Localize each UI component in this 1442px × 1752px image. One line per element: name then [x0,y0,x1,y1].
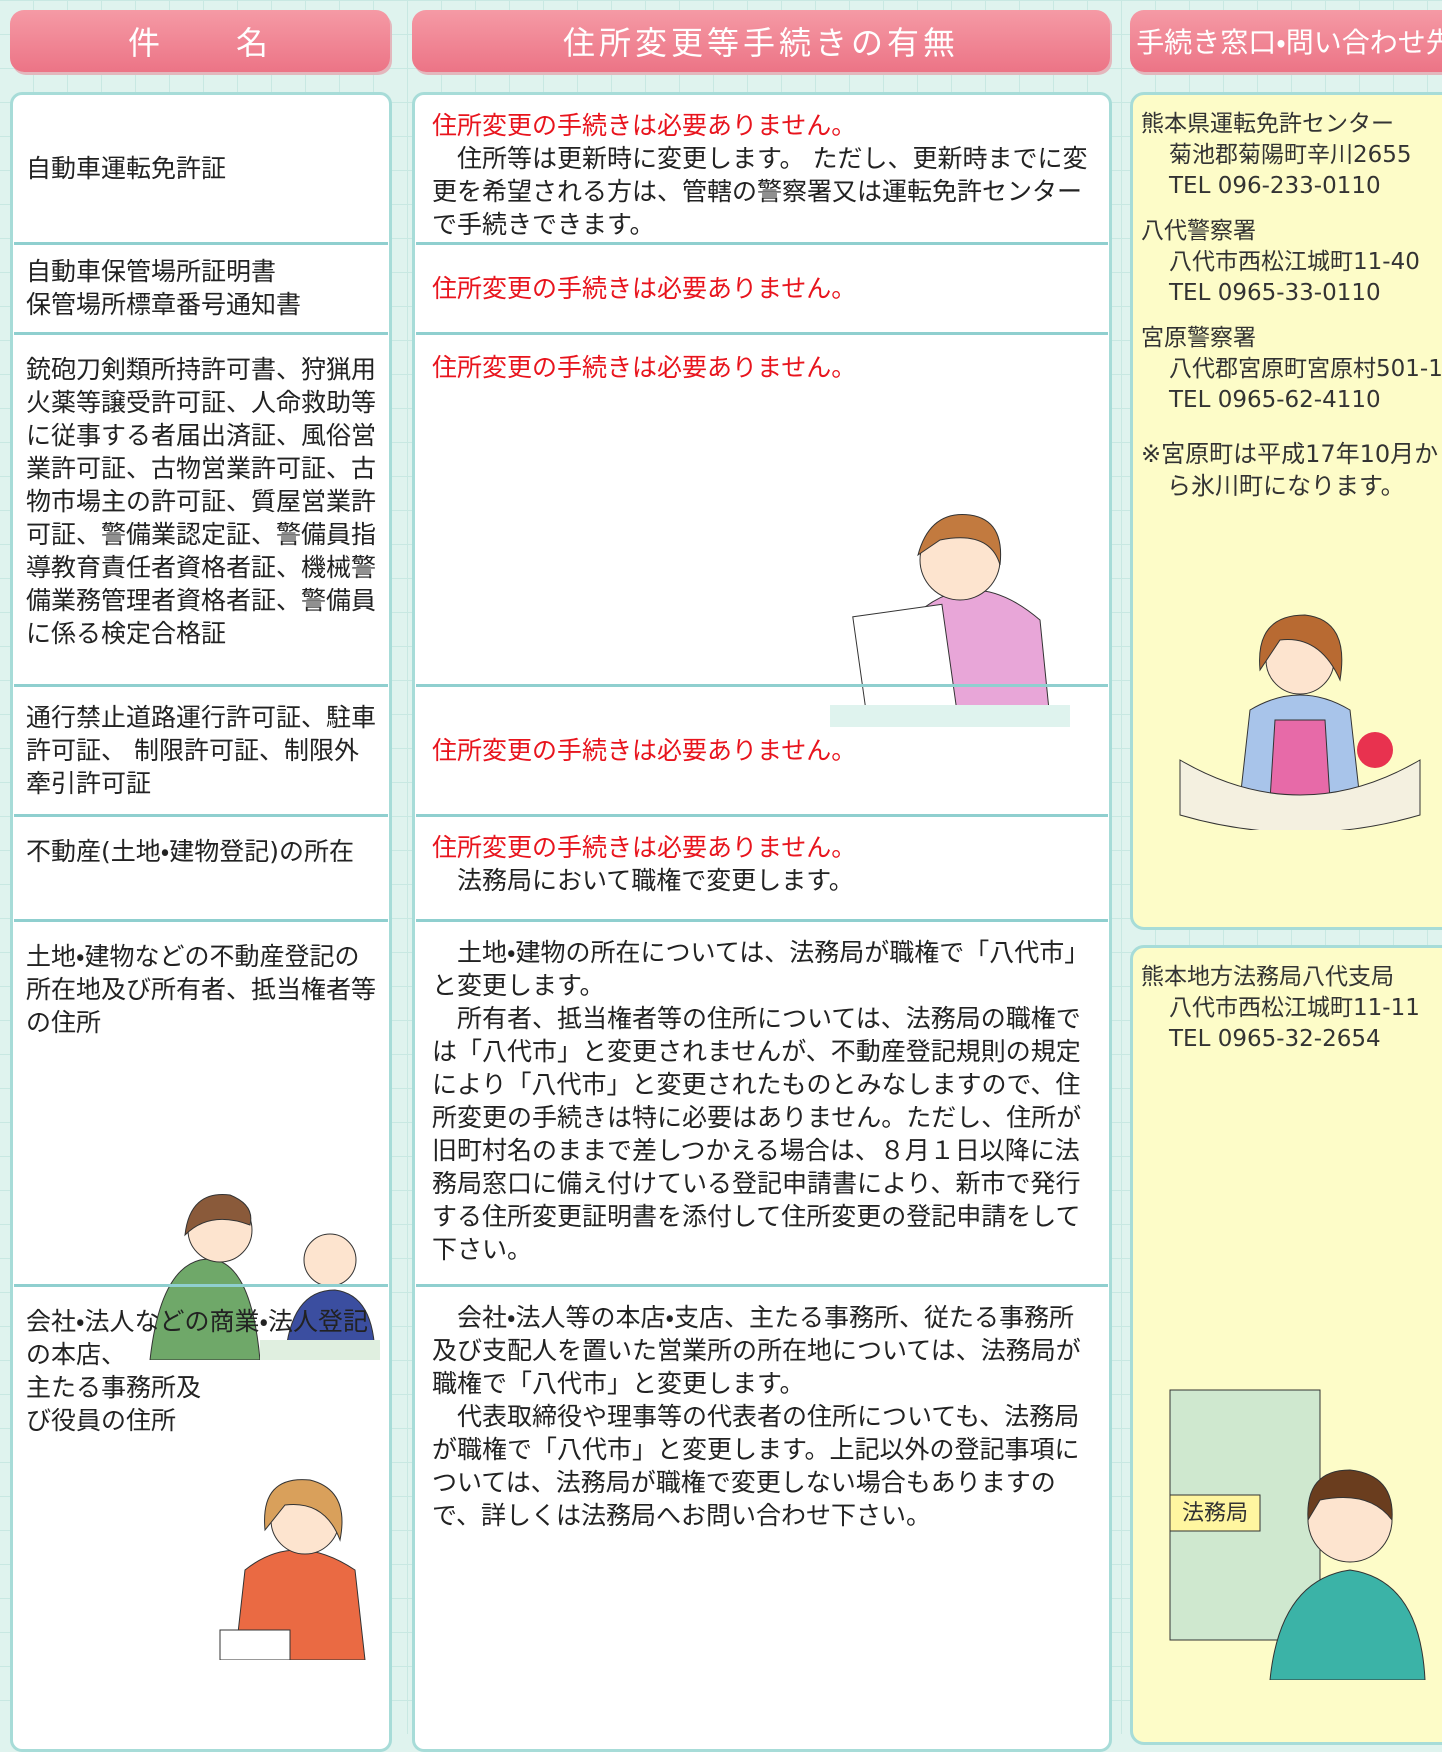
detail-lead: 住所変更の手続きは必要ありません。 [432,273,857,303]
detail-lead: 住所変更の手続きは必要ありません。 [432,735,857,765]
row-divider [416,814,1108,817]
row-divider [14,919,388,922]
detail-lead: 住所変更の手続きは必要ありません。 [432,111,857,140]
contact-name: 熊本地方法務局八代支局 [1141,964,1394,990]
row-divider [416,242,1108,245]
detail-paragraph: 法務局において職権で変更します。 [457,866,854,895]
contact-name: 宮原警察署 [1141,325,1256,351]
header: 手続き窓口・問い合わせ先 [1130,10,1442,72]
detail-cell: 住所変更の手続きは必要ありません。 [432,335,1096,683]
detail-cell: 住所変更の手続きは必要ありません。住所等は更新時に変更します。 ただし、更新時ま… [432,109,1096,255]
illustration-writer [830,514,1070,727]
subject-cell: 自動車運転免許証 [26,153,227,183]
subject-cell: 会社・法人などの商業・法人登記の本店、 主たる事務所及 び役員の住所 [26,1307,369,1435]
row-divider [416,919,1108,922]
row-divider [14,814,388,817]
contact-entry: 熊本地方法務局八代支局八代市西松江城町11-11 TEL 0965-32-2654 [1141,962,1442,1055]
contact-tel: TEL 096-233-0110 [1169,173,1381,199]
detail-lead: 住所変更の手続きは必要ありません。 [432,353,857,382]
subject-cell: 銃砲刀剣類所持許可書、狩猟用火薬等譲受許可証、人命救助等に従事する者届出済証、風… [26,355,377,648]
row-divider [14,684,388,687]
illustration-legal-office: 法務局 [1169,1389,1426,1680]
contact-tel: TEL 0965-62-4110 [1169,387,1381,413]
header: 件 名 [10,10,390,72]
detail-paragraph: 会社・法人等の本店・支店、主たる事務所、従たる事務所及び支配人を置いた営業所の所… [432,1303,1081,1398]
subject-cell: 土地・建物などの不動産登記の所在地及び所有者、抵当権者等の住所 [26,942,377,1037]
detail-paragraph: 所有者、抵当権者等の住所については、法務局の職権では「八代市」と変更されませんが… [432,1004,1082,1264]
contact-tel: TEL 0965-33-0110 [1169,280,1381,306]
contact-address: 八代市西松江城町11-11 [1169,995,1420,1021]
contact-address: 八代市西松江城町11-40 [1169,249,1420,275]
subject-column [10,92,392,1752]
detail-cell: 住所変更の手続きは必要ありません。 [432,687,1096,813]
detail-paragraph: 住所等は更新時に変更します。 ただし、更新時までに変更を希望される方は、管轄の警… [432,144,1088,239]
sign-text: 法務局 [1182,1501,1248,1526]
row-divider [14,332,388,335]
contact-entry: 熊本県運転免許センター菊池郡菊陽町辛川2655 TEL 096-233-0110 [1141,109,1442,202]
row-divider [14,1284,388,1287]
row-divider [416,1284,1108,1287]
contact-address: 八代郡宮原町宮原村501-1 [1169,356,1442,382]
subject-cell: 自動車保管場所証明書 保管場所標章番号通知書 [26,257,302,319]
contact-note: ※宮原町は平成17年10月から氷川町になります。 [1141,440,1439,500]
detail-cell: 住所変更の手続きは必要ありません。 [432,245,1096,331]
row-divider [416,332,1108,335]
detail-paragraph: 代表取締役や理事等の代表者の住所についても、法務局が職権で「八代市」と変更します… [432,1402,1080,1530]
detail-lead: 住所変更の手続きは必要ありません。 [432,833,857,862]
header: 住所変更等手続きの有無 [412,10,1110,72]
detail-cell: 会社・法人等の本店・支店、主たる事務所、従たる事務所及び支配人を置いた営業所の所… [432,1301,1096,1744]
contact-name: 熊本県運転免許センター [1141,111,1394,137]
row-divider [416,684,1108,687]
illustration-signing [219,1479,366,1660]
contact-address: 菊池郡菊陽町辛川2655 [1169,142,1412,168]
detail-paragraph: 土地・建物の所在については、法務局が職権で「八代市」と変更します。 [432,938,1090,1000]
illustration-receptionist [1179,614,1421,830]
contact-entry: 八代警察署八代市西松江城町11-40 TEL 0965-33-0110 [1141,216,1442,309]
contact-tel: TEL 0965-32-2654 [1169,1026,1381,1052]
subject-cell: 不動産(土地・建物登記)の所在 [26,837,355,866]
contact-name: 八代警察署 [1141,218,1256,244]
detail-cell: 住所変更の手続きは必要ありません。法務局において職権で変更します。 [432,831,1096,932]
contact-entry: 宮原警察署八代郡宮原町宮原村501-1 TEL 0965-62-4110 [1141,323,1442,416]
subject-cell: 通行禁止道路運行許可証、駐車許可証、 制限許可証、制限外牽引許可証 [26,702,377,798]
detail-cell: 土地・建物の所在については、法務局が職権で「八代市」と変更します。 所有者、抵当権… [432,936,1096,1297]
row-divider [14,242,388,245]
